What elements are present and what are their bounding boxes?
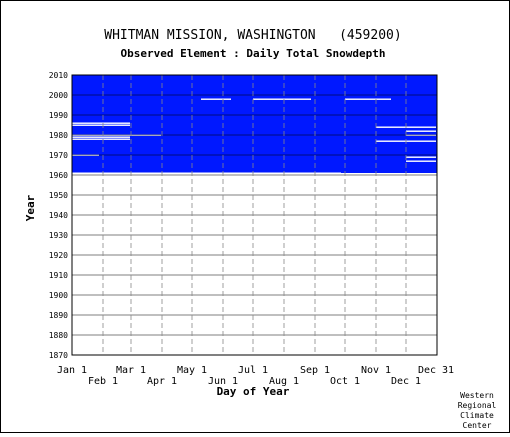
credit-line: Center <box>463 421 492 430</box>
y-tick-label: 1930 <box>49 231 68 240</box>
x-tick-label: May 1 <box>177 365 207 376</box>
x-tick-label: Oct 1 <box>330 376 360 387</box>
missing-stretch <box>253 98 311 100</box>
y-tick-label: 1920 <box>49 251 68 260</box>
missing-stretch <box>406 156 436 158</box>
x-tick-label: Apr 1 <box>147 376 177 387</box>
missing-stretch <box>72 136 130 138</box>
plot-border <box>71 74 438 356</box>
data-band <box>72 75 437 173</box>
y-tick-label: 2000 <box>49 91 68 100</box>
x-tick-label: Dec 31 <box>418 365 454 376</box>
y-tick-label: 1900 <box>49 291 68 300</box>
x-axis-label: Day of Year <box>217 385 290 398</box>
x-tick-label: Jun 1 <box>208 376 238 387</box>
x-tick-label: Mar 1 <box>116 365 146 376</box>
y-axis-ticks: 1870 1880 1890 1900 1910 1920 1930 1940 1950 1960… <box>49 71 68 360</box>
y-tick-label: 1880 <box>49 331 68 340</box>
credit-line: Climate <box>460 411 494 420</box>
y-tick-label: 1990 <box>49 111 68 120</box>
credit-line: Regional <box>458 401 497 410</box>
y-tick-label: 1980 <box>49 131 68 140</box>
missing-stretch <box>406 130 436 132</box>
plot-area <box>71 74 438 356</box>
y-tick-label: 1940 <box>49 211 68 220</box>
credit-line: Western <box>460 391 494 400</box>
missing-stretch <box>72 172 341 174</box>
missing-stretch <box>72 124 130 126</box>
x-tick-label: Jul 1 <box>238 365 268 376</box>
x-tick-label: Nov 1 <box>361 365 391 376</box>
x-tick-label: Jan 1 <box>57 365 87 376</box>
y-axis-label: Year <box>24 194 37 221</box>
y-tick-label: 1870 <box>49 351 68 360</box>
x-axis-ticks: Jan 1 Mar 1 May 1 Jul 1 Sep 1 Nov 1 Dec 31 Feb … <box>57 365 454 387</box>
chart-title: WHITMAN MISSION, WASHINGTON (459200) <box>104 28 401 43</box>
missing-stretch <box>72 138 130 140</box>
y-tick-label: 1960 <box>49 171 68 180</box>
x-tick-label: Aug 1 <box>269 376 299 387</box>
missing-stretch <box>201 98 231 100</box>
x-tick-label: Feb 1 <box>88 376 118 387</box>
missing-stretch <box>345 98 391 100</box>
y-tick-label: 2010 <box>49 71 68 80</box>
missing-stretch <box>406 160 436 162</box>
y-tick-label: 1950 <box>49 191 68 200</box>
y-tick-label: 1890 <box>49 311 68 320</box>
y-tick-label: 1910 <box>49 271 68 280</box>
x-tick-label: Dec 1 <box>391 376 421 387</box>
missing-stretch <box>72 122 130 124</box>
y-tick-label: 1970 <box>49 151 68 160</box>
x-tick-label: Sep 1 <box>300 365 330 376</box>
chart-subtitle: Observed Element : Daily Total Snowdepth <box>121 47 386 60</box>
